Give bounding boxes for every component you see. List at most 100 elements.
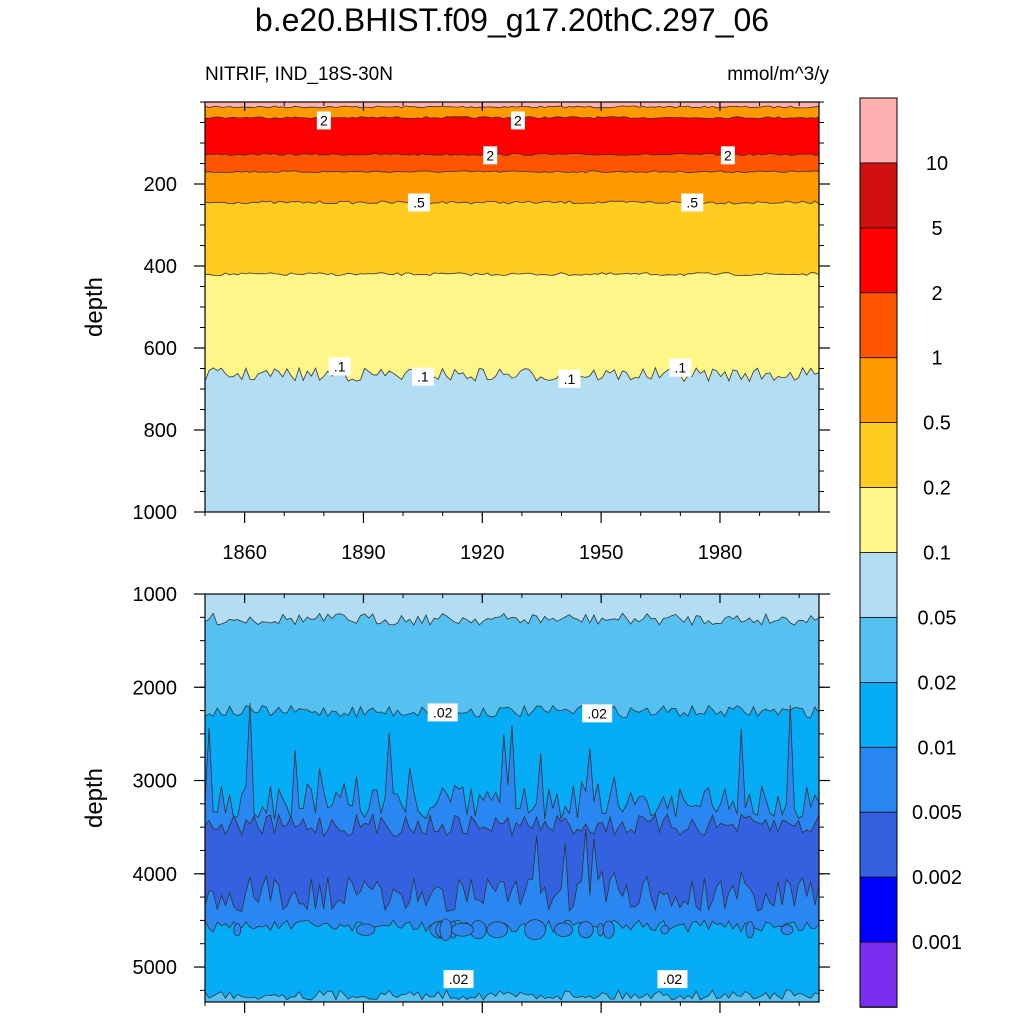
x-tick-label: 1950 — [579, 542, 624, 564]
contour-label-box — [483, 146, 498, 165]
contour-label-text: 2 — [320, 112, 328, 128]
x-tick-label: 1920 — [460, 542, 505, 564]
colorbar-swatch — [859, 162, 898, 229]
contour-label-text: .02 — [587, 705, 607, 721]
contour-label-box — [411, 367, 434, 386]
contour-blob — [597, 923, 604, 937]
contour-label-box — [681, 193, 704, 212]
contour-label-box — [407, 193, 430, 212]
contour-label-text: .5 — [686, 194, 698, 210]
contour-label-text: .1 — [334, 358, 346, 374]
colorbar-label: 0.001 — [912, 932, 962, 954]
contour-blob — [602, 920, 615, 939]
contour-label-box — [669, 358, 692, 377]
colorbar-label: 1 — [931, 348, 942, 370]
colorbar-label: 2 — [931, 283, 942, 305]
contour-blob — [554, 922, 574, 937]
contour-label-text: .02 — [663, 971, 683, 987]
contour-label: .5 — [681, 193, 704, 212]
contour-label-box — [582, 704, 613, 723]
plot-frame — [204, 593, 820, 1003]
contour-blob — [524, 919, 546, 941]
colorbar-label: 0.002 — [912, 867, 962, 889]
contour-blob — [660, 925, 670, 935]
colorbar-swatch — [859, 552, 898, 619]
y-tick-label: 1000 — [133, 502, 178, 524]
y-tick-label: 200 — [144, 174, 177, 196]
contour-label: .1 — [669, 358, 692, 377]
contour-band — [205, 919, 819, 1002]
contour-blob — [233, 923, 242, 937]
contour-label: 2 — [483, 146, 498, 165]
contour-label-box — [720, 146, 735, 165]
contour-label-box — [427, 703, 458, 722]
y-tick-label: 3000 — [133, 771, 178, 793]
y-tick-label: 1000 — [133, 584, 178, 606]
contour-label: 2 — [316, 111, 331, 130]
contour-label-box — [657, 970, 688, 989]
colorbar-label: 0.005 — [912, 802, 962, 824]
colorbar-swatch — [859, 422, 898, 489]
colorbar-label: 0.1 — [923, 543, 951, 565]
contour-label-text: .02 — [449, 971, 469, 987]
colorbar: 10 5 2 1 0.5 0.2 0.1 0.05 0.02 0.01 0.005 0.002 0.00… — [859, 97, 962, 1008]
y-tick-label: 400 — [144, 256, 177, 278]
colorbar-swatch — [859, 227, 898, 294]
contour-blob — [439, 918, 453, 941]
chart-title: b.e20.BHIST.f09_g17.20thC.297_06 — [254, 2, 770, 38]
contour-fill — [205, 594, 819, 1002]
x-tick-label: 1980 — [698, 542, 743, 564]
colorbar-swatch — [859, 292, 898, 359]
colorbar-swatch — [859, 617, 898, 684]
contour-blob — [355, 923, 376, 936]
y-tick-label: 5000 — [133, 957, 178, 979]
contour-label: .02 — [443, 970, 474, 989]
contour-label: .1 — [558, 369, 581, 388]
contour-label-box — [558, 369, 581, 388]
y-tick-label: 600 — [144, 338, 177, 360]
contour-label-text: .5 — [413, 194, 425, 210]
y-tick-label: 2000 — [133, 677, 178, 699]
upper-panel: 1860 1890 1920 1950 1980 200 400 600 800 1000 dept… — [81, 101, 830, 564]
contour-band — [205, 989, 819, 1002]
contour-label-text: .1 — [417, 369, 429, 385]
contour-label-text: 2 — [724, 147, 732, 163]
colorbar-swatch — [859, 682, 898, 749]
contour-label-box — [510, 111, 525, 130]
variable-region-label: NITRIF, IND_18S-30N — [205, 64, 393, 85]
y-tick-label: 800 — [144, 420, 177, 442]
contour-fill — [205, 102, 819, 512]
contour-label: .1 — [411, 367, 434, 386]
colorbar-label: 0.01 — [918, 737, 957, 759]
colorbar-label: 0.05 — [918, 607, 957, 629]
contour-label-box — [443, 970, 474, 989]
colorbar-label: 0.5 — [923, 413, 951, 435]
contour-label: .1 — [328, 357, 351, 376]
contour-blob — [745, 921, 755, 939]
colorbar-swatch — [859, 811, 898, 878]
y-tick-label: 4000 — [133, 864, 178, 886]
colorbar-swatch — [859, 487, 898, 554]
colorbar-swatch — [859, 876, 898, 943]
contour-band — [205, 366, 819, 512]
contour-blob — [451, 922, 474, 937]
contour-label-text: .1 — [564, 371, 576, 387]
units-label: mmol/m^3/y — [727, 64, 829, 85]
colorbar-label: 5 — [931, 218, 942, 240]
colorbar-label: 0.02 — [918, 672, 957, 694]
contour-label: .5 — [407, 193, 430, 212]
contour-label: 2 — [510, 111, 525, 130]
contour-label: .02 — [582, 704, 613, 723]
contour-blob — [577, 921, 594, 939]
colorbar-swatch — [859, 746, 898, 813]
colorbar-frame — [859, 97, 898, 1008]
colorbar-swatch — [859, 941, 898, 1008]
contour-label-text: 2 — [486, 147, 494, 163]
contour-label: .02 — [657, 970, 688, 989]
contour-label-text: .1 — [675, 360, 687, 376]
colorbar-swatch — [859, 97, 898, 164]
lower-panel: 1000 2000 3000 4000 5000 depth .02 .02 .02 .02 — [81, 584, 830, 1013]
x-tick-label: 1890 — [341, 542, 386, 564]
contour-blob — [486, 921, 509, 938]
